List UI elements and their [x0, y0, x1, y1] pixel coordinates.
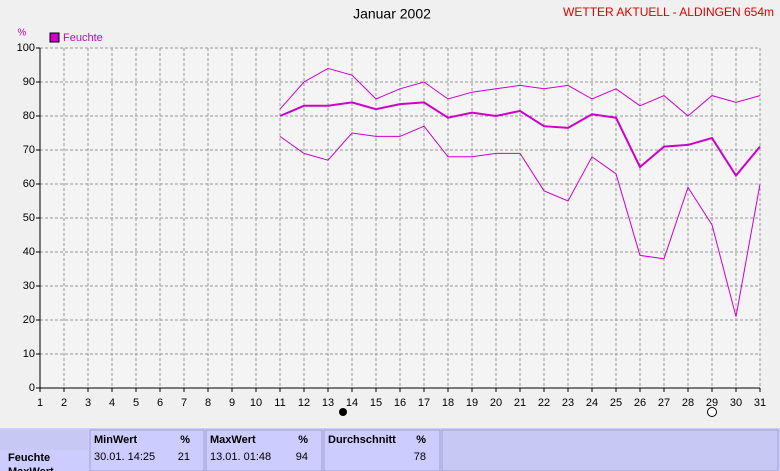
row-label: MaxWert [8, 466, 54, 471]
x-tick-label: 17 [418, 397, 430, 409]
y-axis-label: % [18, 28, 27, 39]
x-tick-label: 22 [538, 397, 550, 409]
y-tick-label: 20 [23, 314, 35, 326]
column-header: MaxWert [210, 434, 256, 446]
y-tick-label: 0 [29, 382, 35, 394]
x-tick-label: 15 [370, 397, 382, 409]
x-tick-label: 31 [754, 397, 766, 409]
cell-value: 21 [178, 451, 190, 463]
table-cell [323, 429, 441, 471]
cell-value: 94 [296, 451, 308, 463]
x-tick-label: 30 [730, 397, 742, 409]
cell-time: 30.01. 14:25 [94, 451, 155, 463]
x-tick-label: 2 [61, 397, 67, 409]
legend-swatch [49, 32, 60, 43]
x-tick-label: 21 [514, 397, 526, 409]
column-header: Durchschnitt [328, 434, 396, 446]
x-tick-label: 5 [133, 397, 139, 409]
x-tick-label: 28 [682, 397, 694, 409]
x-tick-label: 13 [322, 397, 334, 409]
y-tick-label: 60 [23, 178, 35, 190]
x-tick-label: 8 [205, 397, 211, 409]
table-cell [441, 429, 779, 471]
new-moon-icon [339, 408, 347, 416]
x-tick-label: 16 [394, 397, 406, 409]
x-tick-label: 9 [229, 397, 235, 409]
y-tick-label: 30 [23, 280, 35, 292]
column-unit: % [180, 434, 190, 446]
x-tick-label: 11 [274, 397, 285, 409]
x-tick-label: 12 [298, 397, 310, 409]
table-cell [205, 429, 323, 471]
x-tick-label: 29 [706, 397, 718, 409]
x-tick-label: 7 [181, 397, 187, 409]
x-tick-label: 4 [109, 397, 115, 409]
x-tick-label: 3 [85, 397, 91, 409]
column-header: MinWert [94, 434, 138, 446]
y-tick-label: 100 [17, 42, 35, 54]
y-tick-label: 40 [23, 246, 35, 258]
average-line [279, 101, 761, 178]
y-tick-label: 90 [23, 76, 35, 88]
column-unit: % [298, 434, 308, 446]
x-tick-label: 6 [157, 397, 163, 409]
y-tick-label: 10 [23, 348, 35, 360]
x-tick-label: 27 [658, 397, 670, 409]
legend-label: Feuchte [63, 32, 103, 44]
min-line [279, 125, 761, 317]
y-tick-label: 70 [23, 144, 35, 156]
table-cell [0, 430, 88, 450]
x-tick-label: 19 [466, 397, 478, 409]
x-tick-label: 23 [562, 397, 574, 409]
cell-value: 78 [414, 451, 426, 463]
chart-title: Januar 2002 [353, 6, 431, 22]
max-line [279, 67, 761, 117]
column-unit: % [416, 434, 426, 446]
x-tick-label: 26 [634, 397, 646, 409]
x-tick-label: 18 [442, 397, 454, 409]
x-tick-label: 25 [610, 397, 622, 409]
x-tick-label: 10 [250, 397, 262, 409]
x-tick-label: 1 [37, 397, 43, 409]
x-tick-label: 24 [586, 397, 598, 409]
row-label: Feuchte [8, 452, 50, 464]
table-cell [89, 429, 205, 471]
y-tick-label: 80 [23, 110, 35, 122]
station-label: WETTER AKTUELL - ALDINGEN 654m [563, 5, 774, 19]
x-tick-label: 14 [346, 397, 358, 409]
full-moon-icon [707, 407, 717, 417]
x-tick-label: 20 [490, 397, 502, 409]
y-tick-label: 50 [23, 212, 35, 224]
cell-time: 13.01. 01:48 [210, 451, 271, 463]
